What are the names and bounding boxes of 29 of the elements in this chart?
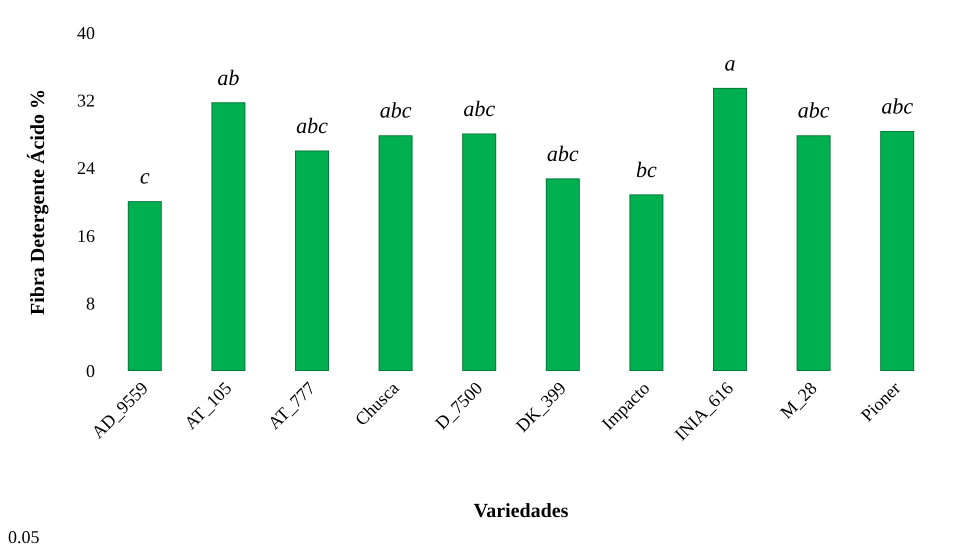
bar bbox=[629, 194, 664, 371]
bar bbox=[378, 135, 413, 371]
y-tick-label: 32 bbox=[77, 90, 95, 111]
bar bbox=[796, 135, 831, 371]
y-tick-label: 16 bbox=[77, 226, 95, 246]
annotation: abc bbox=[546, 140, 579, 166]
y-tick-label: 8 bbox=[86, 293, 95, 314]
annotation: abc bbox=[463, 96, 496, 122]
annotation: abc bbox=[881, 94, 914, 119]
annotation: c bbox=[140, 164, 150, 189]
bar bbox=[211, 102, 246, 371]
y-tick-label: 0 bbox=[86, 361, 95, 381]
annotation: abc bbox=[380, 98, 412, 123]
bar bbox=[713, 88, 747, 371]
bar bbox=[880, 131, 914, 371]
annotation: abc bbox=[798, 98, 830, 123]
y-axis-title: Fibra Detergente Ácido % bbox=[26, 88, 49, 316]
annotation: bc bbox=[636, 156, 658, 182]
bar bbox=[128, 201, 162, 371]
y-tick-label: 24 bbox=[77, 158, 95, 178]
annotation: ab bbox=[217, 64, 240, 90]
annotation: abc bbox=[296, 112, 328, 138]
y-tick-label: 40 bbox=[77, 23, 95, 43]
text: 0.05 bbox=[8, 527, 40, 547]
bar bbox=[295, 150, 329, 371]
annotation: a bbox=[724, 50, 736, 76]
bar bbox=[462, 134, 496, 371]
bar bbox=[546, 178, 580, 371]
x-axis-title: Variedades bbox=[474, 500, 569, 522]
